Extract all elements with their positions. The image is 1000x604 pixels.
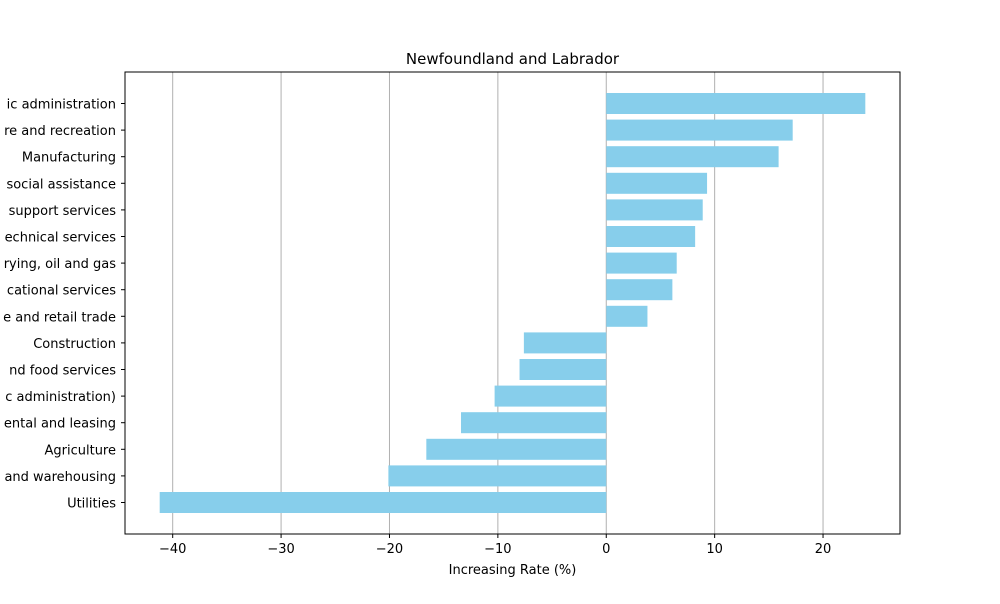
y-tick-label: support services — [9, 204, 117, 219]
x-axis-label: Increasing Rate (%) — [449, 563, 577, 578]
bar — [606, 172, 708, 194]
y-tick-label: c administration) — [5, 390, 116, 405]
bar — [606, 252, 677, 274]
bar — [606, 226, 696, 247]
x-tick-label: 10 — [706, 542, 723, 557]
x-tick-label: 0 — [602, 542, 610, 557]
bar — [606, 279, 673, 301]
bar — [388, 465, 607, 487]
bar — [494, 385, 607, 407]
bar — [606, 93, 866, 114]
y-tick-label: Utilities — [67, 497, 116, 512]
x-tick-label: 20 — [815, 542, 832, 557]
bar — [606, 199, 703, 221]
bar — [159, 492, 607, 513]
y-tick-label: echnical services — [5, 231, 117, 246]
plot-area-frame — [124, 71, 901, 535]
y-tick-label: ic administration — [7, 98, 116, 113]
x-tick-label: −40 — [159, 542, 186, 557]
bar — [519, 359, 607, 380]
y-tick-label: nd food services — [9, 364, 116, 379]
x-tick-label: −10 — [484, 542, 511, 557]
y-tick-label: re and recreation — [4, 124, 116, 139]
y-tick-label: rying, oil and gas — [4, 257, 117, 272]
bar — [461, 412, 607, 434]
y-tick-label: Manufacturing — [22, 151, 116, 166]
y-axis-ticks: ic administration re and recreation Manufa… — [3, 98, 125, 512]
y-tick-label: Construction — [33, 337, 116, 352]
y-tick-label: and warehousing — [4, 470, 116, 485]
bar — [426, 438, 607, 460]
bar — [606, 119, 793, 141]
x-tick-label: −20 — [376, 542, 403, 557]
bar — [606, 305, 648, 327]
x-axis-ticks: −40 −30 −20 −10 0 10 20 — [159, 534, 831, 557]
x-tick-label: −30 — [267, 542, 294, 557]
bars — [159, 93, 866, 513]
chart-title: Newfoundland and Labrador — [406, 50, 620, 68]
y-tick-label: Agriculture — [45, 443, 117, 458]
y-tick-label: social assistance — [6, 177, 116, 192]
y-tick-label: ental and leasing — [4, 417, 116, 432]
y-tick-label: e and retail trade — [3, 310, 116, 325]
y-tick-label: cational services — [7, 284, 116, 299]
gridlines — [172, 72, 824, 534]
bar — [606, 146, 779, 168]
bar — [523, 332, 607, 354]
